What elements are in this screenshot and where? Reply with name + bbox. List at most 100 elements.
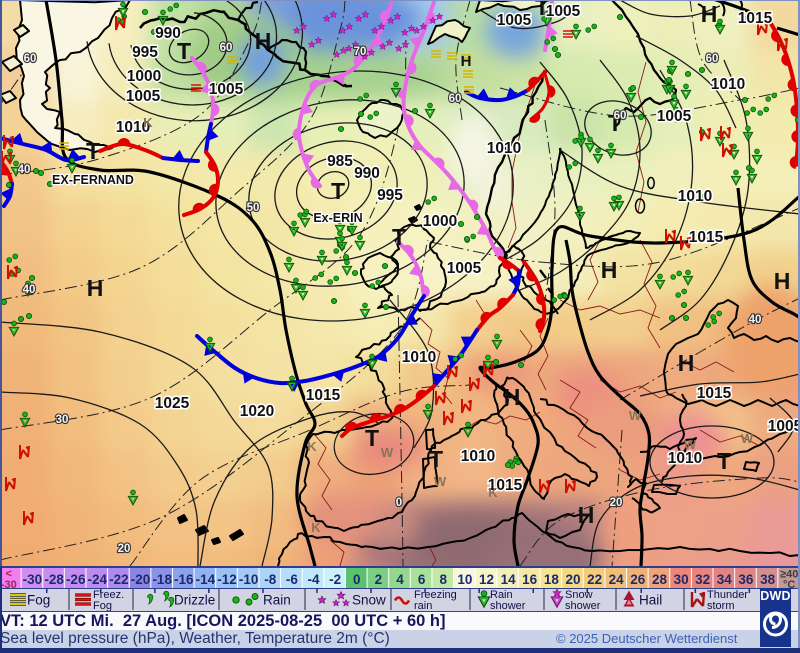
svg-text:W: W bbox=[684, 437, 697, 452]
svg-text:50: 50 bbox=[247, 202, 260, 214]
svg-text:Rain: Rain bbox=[263, 593, 291, 608]
svg-text:1010: 1010 bbox=[461, 448, 495, 465]
svg-text:1005: 1005 bbox=[657, 108, 692, 125]
svg-text:H: H bbox=[601, 257, 618, 283]
svg-text:18: 18 bbox=[544, 572, 560, 587]
svg-text:985: 985 bbox=[327, 153, 353, 170]
svg-text:-30: -30 bbox=[1, 579, 17, 590]
svg-text:16: 16 bbox=[522, 572, 538, 587]
svg-text:shower: shower bbox=[490, 600, 526, 611]
svg-text:T: T bbox=[392, 224, 406, 250]
svg-text:H: H bbox=[255, 28, 272, 54]
svg-text:1000: 1000 bbox=[423, 213, 457, 230]
svg-text:H: H bbox=[461, 53, 472, 70]
svg-text:32: 32 bbox=[695, 572, 710, 587]
svg-text:-24: -24 bbox=[88, 572, 108, 587]
svg-text:34: 34 bbox=[717, 572, 733, 587]
svg-text:-20: -20 bbox=[131, 572, 151, 587]
svg-text:1020: 1020 bbox=[240, 403, 274, 420]
svg-text:Thunder: Thunder bbox=[707, 589, 748, 601]
svg-text:10: 10 bbox=[457, 572, 472, 587]
svg-text:H: H bbox=[87, 275, 104, 301]
svg-text:70: 70 bbox=[354, 46, 367, 58]
svg-text:T: T bbox=[177, 38, 191, 64]
svg-text:EX-FERNAND: EX-FERNAND bbox=[52, 173, 134, 187]
svg-text:Rain: Rain bbox=[490, 589, 513, 601]
svg-text:1010: 1010 bbox=[711, 76, 745, 93]
svg-text:20: 20 bbox=[565, 572, 580, 587]
svg-text:20: 20 bbox=[118, 543, 131, 555]
svg-text:-4: -4 bbox=[307, 572, 319, 587]
svg-text:K: K bbox=[488, 485, 498, 500]
svg-text:Ex-ERIN: Ex-ERIN bbox=[313, 211, 362, 225]
svg-text:1000: 1000 bbox=[127, 68, 161, 85]
svg-text:-22: -22 bbox=[109, 572, 129, 587]
svg-text:990: 990 bbox=[155, 25, 181, 42]
svg-text:28: 28 bbox=[652, 572, 668, 587]
svg-text:40: 40 bbox=[18, 164, 31, 176]
svg-text:storm: storm bbox=[707, 600, 735, 611]
svg-text:T: T bbox=[717, 448, 731, 474]
svg-text:0: 0 bbox=[353, 572, 361, 587]
svg-text:60: 60 bbox=[706, 53, 719, 65]
svg-text:-2: -2 bbox=[329, 572, 341, 587]
svg-text:22: 22 bbox=[587, 572, 602, 587]
svg-text:-12: -12 bbox=[217, 572, 237, 587]
svg-text:H: H bbox=[504, 384, 521, 410]
svg-text:W: W bbox=[381, 445, 394, 460]
svg-text:8: 8 bbox=[439, 572, 447, 587]
svg-text:-10: -10 bbox=[239, 572, 259, 587]
svg-text:-26: -26 bbox=[66, 572, 86, 587]
svg-text:1005: 1005 bbox=[546, 3, 581, 20]
svg-text:-18: -18 bbox=[152, 572, 172, 587]
svg-text:W: W bbox=[741, 431, 754, 446]
svg-text:36: 36 bbox=[738, 572, 754, 587]
svg-text:1005: 1005 bbox=[126, 88, 161, 105]
svg-text:1015: 1015 bbox=[488, 477, 523, 494]
svg-text:K: K bbox=[143, 115, 153, 130]
svg-text:K: K bbox=[307, 439, 317, 454]
svg-text:1010: 1010 bbox=[668, 450, 702, 467]
svg-text:rain: rain bbox=[414, 600, 432, 611]
svg-text:1015: 1015 bbox=[738, 10, 773, 27]
svg-text:990: 990 bbox=[354, 165, 380, 182]
svg-text:60: 60 bbox=[449, 93, 462, 105]
svg-text:1025: 1025 bbox=[155, 395, 190, 412]
svg-text:-8: -8 bbox=[264, 572, 276, 587]
svg-text:60: 60 bbox=[220, 42, 233, 54]
svg-text:Snow: Snow bbox=[352, 593, 386, 608]
svg-text:H: H bbox=[774, 268, 791, 294]
svg-text:T: T bbox=[331, 178, 345, 204]
svg-text:24: 24 bbox=[609, 572, 625, 587]
svg-text:K: K bbox=[311, 520, 321, 535]
svg-text:1015: 1015 bbox=[689, 229, 724, 246]
svg-text:-28: -28 bbox=[44, 572, 64, 587]
svg-text:-14: -14 bbox=[196, 572, 216, 587]
svg-text:20: 20 bbox=[610, 497, 623, 509]
svg-text:Freez.: Freez. bbox=[93, 589, 124, 601]
svg-text:4: 4 bbox=[396, 572, 404, 587]
svg-text:1010: 1010 bbox=[402, 349, 436, 366]
svg-text:60: 60 bbox=[24, 53, 37, 65]
svg-text:995: 995 bbox=[377, 187, 403, 204]
svg-text:1005: 1005 bbox=[209, 81, 244, 98]
svg-text:<: < bbox=[6, 568, 12, 580]
svg-text:1005: 1005 bbox=[768, 418, 800, 435]
svg-text:6: 6 bbox=[418, 572, 426, 587]
svg-text:Fog: Fog bbox=[93, 600, 112, 611]
svg-text:T: T bbox=[429, 446, 443, 472]
svg-text:≥40: ≥40 bbox=[780, 569, 798, 581]
svg-text:0: 0 bbox=[396, 497, 402, 509]
svg-text:H: H bbox=[678, 350, 695, 376]
svg-text:W: W bbox=[629, 408, 642, 423]
svg-text:T: T bbox=[365, 425, 379, 451]
svg-text:1015: 1015 bbox=[306, 387, 341, 404]
svg-text:1005: 1005 bbox=[497, 12, 532, 29]
svg-text:Freezing: Freezing bbox=[414, 589, 457, 601]
svg-text:Drizzle: Drizzle bbox=[174, 593, 215, 608]
svg-text:14: 14 bbox=[501, 572, 517, 587]
svg-text:995: 995 bbox=[132, 44, 158, 61]
svg-text:W: W bbox=[434, 474, 447, 489]
svg-text:1010: 1010 bbox=[487, 140, 521, 157]
svg-text:Fog: Fog bbox=[27, 593, 50, 608]
